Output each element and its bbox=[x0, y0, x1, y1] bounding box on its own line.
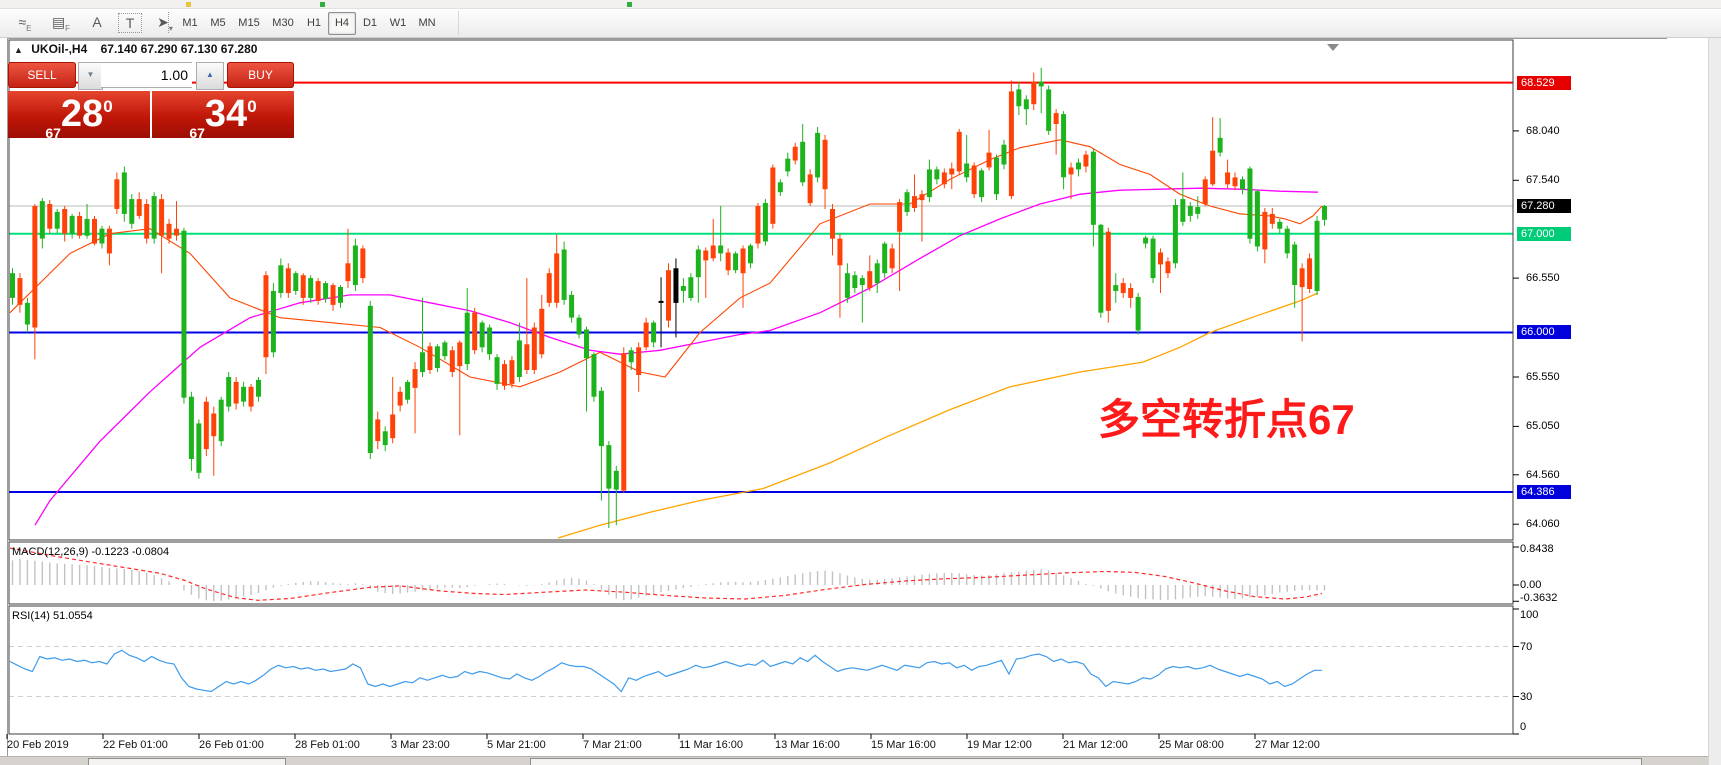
volume-increase-button[interactable]: ▲ bbox=[196, 62, 224, 90]
sell-price-big: 28 bbox=[60, 93, 104, 135]
time-axis-label: 20 Feb 2019 bbox=[7, 739, 69, 751]
buy-price-prefix: 67 bbox=[189, 125, 205, 141]
candles bbox=[10, 67, 1327, 529]
rsi-line bbox=[9, 649, 1322, 693]
price-badge-66.000: 66.000 bbox=[1517, 325, 1571, 339]
time-axis-label: 3 Mar 23:00 bbox=[391, 739, 450, 751]
minimized-window-edge[interactable] bbox=[88, 758, 286, 765]
time-axis-label: 13 Mar 16:00 bbox=[775, 739, 840, 751]
price-tick-label: 65.550 bbox=[1526, 371, 1560, 383]
toolbar-sliver bbox=[0, 0, 1721, 9]
time-axis-label: 5 Mar 21:00 bbox=[487, 739, 546, 751]
macd-tick-label: 0.00 bbox=[1520, 579, 1542, 591]
time-axis-label: 25 Mar 08:00 bbox=[1159, 739, 1224, 751]
price-tick-label: 66.550 bbox=[1526, 272, 1560, 284]
sliver-mark bbox=[186, 2, 191, 7]
tab-timeframe-M5[interactable]: M5 bbox=[210, 17, 226, 29]
buy-button[interactable]: BUY bbox=[227, 62, 294, 88]
autoscroll-marker-icon[interactable] bbox=[1327, 44, 1339, 51]
text-icon[interactable]: A bbox=[92, 14, 102, 30]
buy-price-big: 34 bbox=[204, 93, 248, 135]
rsi-tick-label: 30 bbox=[1520, 691, 1533, 703]
macd-tick-label: 0.8438 bbox=[1520, 543, 1554, 555]
chart-window[interactable] bbox=[0, 38, 1721, 765]
ohlc-values: 67.140 67.290 67.130 67.280 bbox=[100, 42, 258, 56]
buy-price-display[interactable]: 67340 bbox=[152, 91, 294, 141]
symbol-name: UKOil-,H4 bbox=[31, 42, 88, 56]
text-label-icon[interactable]: T bbox=[118, 13, 142, 33]
right-margin bbox=[1708, 38, 1721, 765]
macd-histogram bbox=[11, 558, 1326, 602]
tab-timeframe-D1[interactable]: D1 bbox=[362, 17, 378, 29]
collapse-arrow-icon[interactable]: ▲ bbox=[14, 45, 23, 55]
chart-annotation-text: 多空转折点67 bbox=[1098, 396, 1355, 443]
price-badge-67.000: 67.000 bbox=[1517, 227, 1571, 241]
macd-tick-label: -0.3632 bbox=[1520, 592, 1558, 604]
price-badge-68.529: 68.529 bbox=[1517, 76, 1571, 90]
sliver-mark bbox=[320, 2, 325, 7]
rsi-tick-label: 0 bbox=[1520, 721, 1527, 733]
bottom-window-strip bbox=[0, 756, 1721, 765]
volume-decrease-button[interactable]: ▼ bbox=[78, 62, 103, 90]
time-axis-label: 19 Mar 12:00 bbox=[967, 739, 1032, 751]
price-tick-label: 67.540 bbox=[1526, 174, 1560, 186]
time-axis-label: 22 Feb 01:00 bbox=[103, 739, 168, 751]
price-badge-64.386: 64.386 bbox=[1517, 485, 1571, 499]
price-badge-67.280: 67.280 bbox=[1517, 199, 1571, 213]
rsi-tick-label: 70 bbox=[1520, 641, 1533, 653]
tab-timeframe-W1[interactable]: W1 bbox=[389, 17, 407, 29]
time-axis-label: 26 Feb 01:00 bbox=[199, 739, 264, 751]
tab-timeframe-M1[interactable]: M1 bbox=[182, 17, 198, 29]
sell-price-sup: 0 bbox=[103, 97, 113, 116]
sell-button[interactable]: SELL bbox=[8, 62, 76, 88]
toolbar-separator bbox=[168, 12, 169, 33]
sell-price-prefix: 67 bbox=[45, 125, 61, 141]
time-axis-label: 15 Mar 16:00 bbox=[871, 739, 936, 751]
time-axis-label: 21 Mar 12:00 bbox=[1063, 739, 1128, 751]
sell-price-display[interactable]: 67280 bbox=[8, 91, 150, 141]
price-tick-label: 64.060 bbox=[1526, 518, 1560, 530]
price-tick-label: 64.560 bbox=[1526, 469, 1560, 481]
time-axis-label: 11 Mar 16:00 bbox=[679, 739, 744, 751]
price-tick-label: 68.040 bbox=[1526, 125, 1560, 137]
minimized-window-edge[interactable] bbox=[530, 758, 1642, 765]
arrows-icon[interactable]: ➤▾ bbox=[157, 14, 173, 33]
macd-label: MACD(12,26,9) -0.1223 -0.0804 bbox=[12, 546, 170, 558]
price-tick-label: 65.050 bbox=[1526, 420, 1560, 432]
window-border bbox=[7, 38, 8, 765]
time-axis-label: 27 Mar 12:00 bbox=[1255, 739, 1320, 751]
volume-input[interactable] bbox=[101, 62, 192, 88]
tab-timeframe-H1[interactable]: H1 bbox=[306, 17, 322, 29]
rsi-tick-label: 100 bbox=[1520, 609, 1539, 621]
buy-price-sup: 0 bbox=[247, 97, 257, 116]
macd-signal-line bbox=[9, 547, 1323, 601]
one-click-trading-panel: SELL ▼ ▲ BUY 67280 67340 bbox=[8, 62, 294, 141]
fibonacci-grid-icon[interactable]: ▤F bbox=[51, 14, 71, 33]
time-axis-label: 28 Feb 01:00 bbox=[295, 739, 360, 751]
drawing-toolbar: ≈E ▤F A T ➤▾ M1 M5 M15 M30 H1 H4 D1 W1 MN bbox=[0, 9, 1721, 38]
time-axis-label: 7 Mar 21:00 bbox=[583, 739, 642, 751]
tab-timeframe-M30[interactable]: M30 bbox=[272, 17, 294, 29]
tab-timeframe-MN[interactable]: MN bbox=[418, 17, 436, 29]
rsi-label: RSI(14) 51.0554 bbox=[12, 610, 93, 622]
tab-timeframe-H4[interactable]: H4 bbox=[328, 12, 356, 35]
tab-timeframe-M15[interactable]: M15 bbox=[238, 17, 260, 29]
symbol-header: ▲ UKOil-,H4 67.140 67.290 67.130 67.280 bbox=[14, 42, 257, 56]
window-border bbox=[7, 38, 1667, 39]
elliott-wave-icon[interactable]: ≈E bbox=[18, 14, 32, 33]
sliver-mark bbox=[627, 2, 632, 7]
toolbar-separator bbox=[458, 11, 459, 35]
